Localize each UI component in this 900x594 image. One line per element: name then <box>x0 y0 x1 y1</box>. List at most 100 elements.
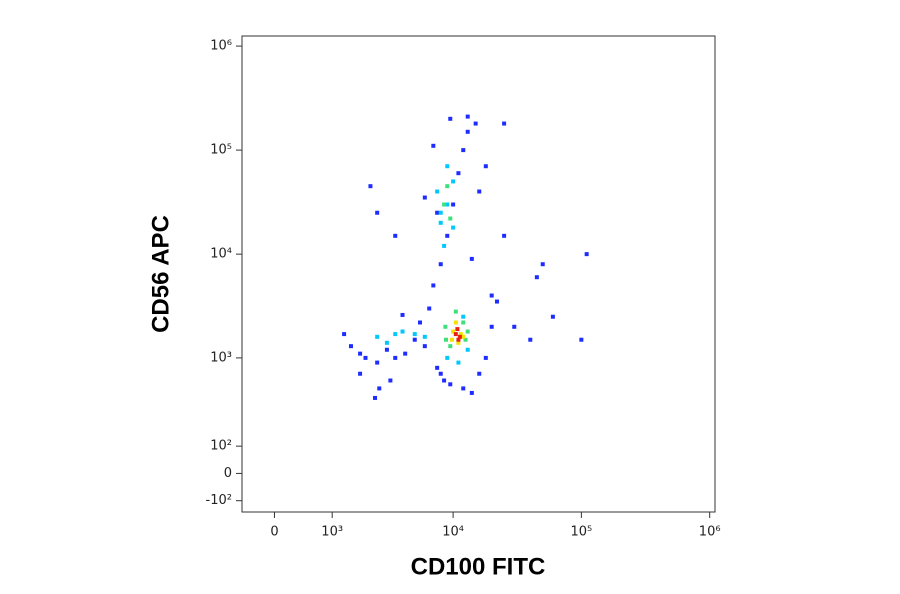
point <box>438 262 443 267</box>
point <box>442 243 447 248</box>
point <box>435 365 440 370</box>
point <box>465 347 470 352</box>
point <box>465 329 470 334</box>
point <box>469 256 474 261</box>
point <box>400 312 405 317</box>
point <box>456 360 461 365</box>
point <box>461 320 466 325</box>
y-tick-label: 10² <box>210 439 232 454</box>
point <box>393 233 398 238</box>
point <box>393 355 398 360</box>
x-axis-label: CD100 FITC <box>411 553 546 580</box>
point <box>445 202 450 207</box>
point <box>461 386 466 391</box>
point <box>528 337 533 342</box>
point <box>473 121 478 126</box>
point <box>412 332 417 337</box>
point <box>483 164 488 169</box>
point <box>384 347 389 352</box>
point <box>461 148 466 153</box>
point <box>358 351 363 356</box>
point <box>445 233 450 238</box>
point <box>393 332 398 337</box>
point <box>458 332 463 337</box>
point <box>373 395 378 400</box>
point <box>342 332 347 337</box>
point <box>451 225 456 230</box>
point <box>477 371 482 376</box>
point <box>453 332 458 337</box>
point <box>465 129 470 134</box>
point <box>422 344 427 349</box>
point <box>512 324 517 329</box>
point <box>455 327 460 332</box>
x-tick-label: 10⁴ <box>442 525 464 540</box>
point <box>375 210 380 215</box>
y-tick-label: 10⁴ <box>210 247 232 262</box>
point <box>358 371 363 376</box>
point <box>438 210 443 215</box>
point <box>418 320 423 325</box>
x-tick-label: 10⁶ <box>699 525 721 540</box>
point <box>489 324 494 329</box>
point <box>456 340 461 345</box>
point <box>469 390 474 395</box>
point <box>445 164 450 169</box>
point <box>457 334 462 339</box>
point <box>442 378 447 383</box>
point <box>422 195 427 200</box>
x-tick-label: 10³ <box>321 525 343 540</box>
point <box>384 340 389 345</box>
point <box>502 121 507 126</box>
point <box>442 202 447 207</box>
point <box>451 202 456 207</box>
y-tick-label: 10³ <box>210 350 232 365</box>
point <box>451 329 456 334</box>
point <box>451 179 456 184</box>
point <box>443 324 448 329</box>
x-tick-label: 10⁵ <box>570 525 592 540</box>
point <box>427 306 432 311</box>
point <box>448 216 453 221</box>
point <box>388 378 393 383</box>
point <box>438 220 443 225</box>
point <box>435 189 440 194</box>
point <box>477 189 482 194</box>
point <box>431 143 436 148</box>
point <box>431 283 436 288</box>
point <box>456 337 461 342</box>
point <box>444 337 449 342</box>
point <box>422 334 427 339</box>
point <box>375 334 380 339</box>
point <box>448 116 453 121</box>
point <box>449 337 454 342</box>
point <box>448 382 453 387</box>
point <box>403 351 408 356</box>
point <box>534 275 539 280</box>
y-tick-label: 10⁶ <box>210 39 232 54</box>
point <box>377 386 382 391</box>
point <box>445 184 450 189</box>
plot-frame <box>241 35 716 513</box>
point <box>435 210 440 215</box>
point <box>461 314 466 319</box>
point <box>448 344 453 349</box>
point <box>465 114 470 119</box>
point <box>483 355 488 360</box>
point <box>412 337 417 342</box>
y-axis-label: CD56 APC <box>147 215 174 333</box>
x-tick-label: 0 <box>270 525 278 540</box>
point <box>456 171 461 176</box>
point <box>375 360 380 365</box>
y-tick-label: 0 <box>224 466 232 481</box>
point <box>489 293 494 298</box>
point <box>363 355 368 360</box>
point <box>400 329 405 334</box>
point <box>550 314 555 319</box>
point <box>502 233 507 238</box>
point <box>348 344 353 349</box>
y-tick-label: -10² <box>206 493 232 508</box>
point <box>584 252 589 257</box>
point <box>453 320 458 325</box>
